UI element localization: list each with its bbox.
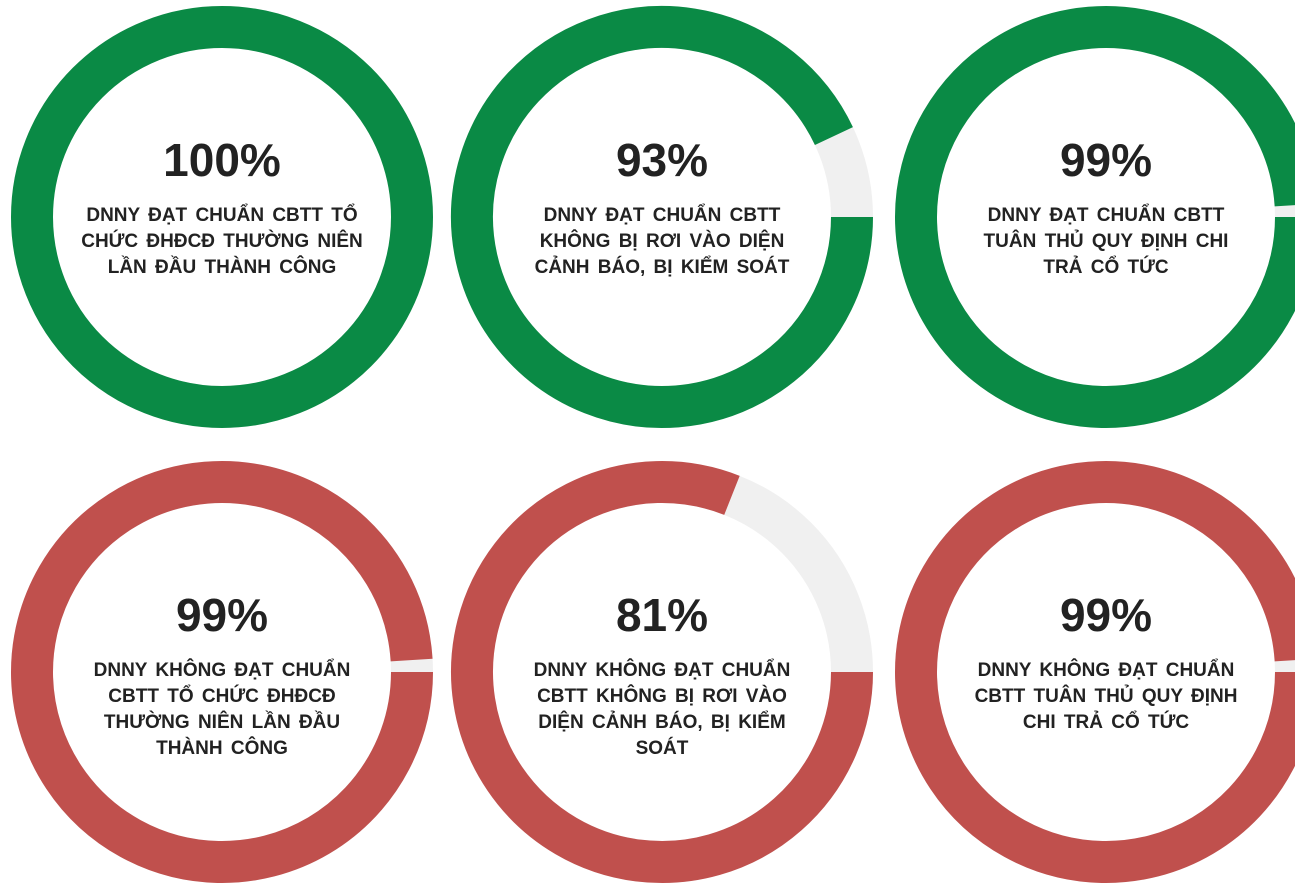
description: DNNY ĐẠT CHUẨN CBTT TUÂN THỦ QUY ĐỊNH CH… xyxy=(983,205,1229,278)
description: DNNY KHÔNG ĐẠT CHUẨN CBTT TUÂN THỦ QUY Đ… xyxy=(974,660,1238,733)
donut-arc xyxy=(11,461,433,883)
percent-label: 99% xyxy=(1059,589,1153,641)
donut-arc xyxy=(451,6,873,428)
percent-label: 81% xyxy=(615,589,709,641)
percent-label: 93% xyxy=(615,134,709,186)
percent-label: 99% xyxy=(175,589,269,641)
description: DNNY KHÔNG ĐẠT CHUẨN CBTT TỔ CHỨC ĐHĐCĐ … xyxy=(93,660,351,759)
description: DNNY ĐẠT CHUẨN CBTT TỔ CHỨC ĐHĐCĐ THƯỜNG… xyxy=(81,205,363,278)
donut-arc xyxy=(11,6,433,428)
percent-label: 99% xyxy=(1059,134,1153,186)
description: DNNY KHÔNG ĐẠT CHUẨN CBTT KHÔNG BỊ RƠI V… xyxy=(533,660,791,759)
description: DNNY ĐẠT CHUẨN CBTT KHÔNG BỊ RƠI VÀO DIỆ… xyxy=(534,205,790,278)
donut-arc xyxy=(895,5,1295,428)
donut-arc xyxy=(895,460,1295,883)
donut-arc xyxy=(451,461,873,883)
percent-label: 100% xyxy=(163,134,281,186)
